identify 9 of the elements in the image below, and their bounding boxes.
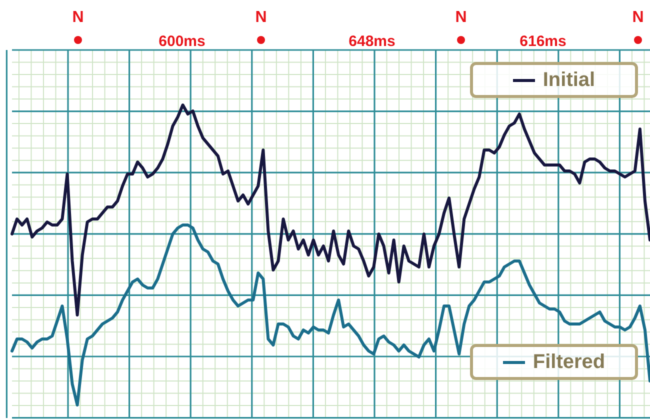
text: N: [631, 9, 645, 26]
text: 648ms: [348, 33, 396, 50]
text: 600ms: [158, 33, 206, 50]
text: N: [254, 9, 268, 26]
text: N: [454, 9, 468, 26]
text: N: [71, 9, 85, 26]
text: 616ms: [518, 33, 568, 50]
legend-label: Filtered: [532, 350, 606, 374]
legend-label: Initial: [542, 68, 596, 92]
